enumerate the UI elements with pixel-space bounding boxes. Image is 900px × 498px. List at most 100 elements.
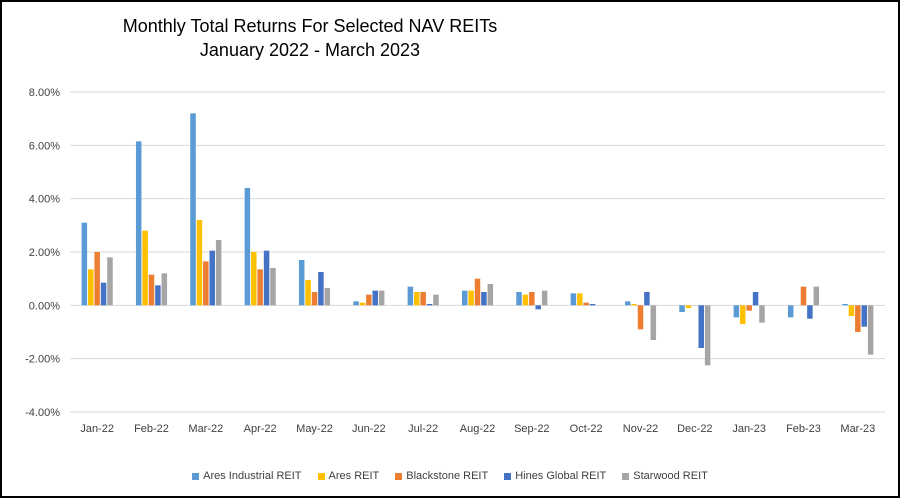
legend-swatch xyxy=(622,472,630,480)
bar-hines-global-reit-apr-22 xyxy=(263,250,270,306)
x-tick-label: Feb-22 xyxy=(134,423,169,435)
bar-hines-global-reit-may-22 xyxy=(318,272,324,306)
bar-ares-reit-jul-22 xyxy=(414,292,420,306)
bar-ares-reit-dec-22 xyxy=(685,305,692,308)
legend-label: Starwood REIT xyxy=(633,470,708,482)
x-tick-label: Dec-22 xyxy=(677,423,712,435)
bar-ares-industrial-reit-feb-22 xyxy=(135,141,142,306)
bar-ares-reit-feb-22 xyxy=(142,230,148,306)
bar-hines-global-reit-aug-22 xyxy=(481,292,487,306)
bar-starwood-reit-jan-22 xyxy=(107,257,113,306)
legend-item: Blackstone REIT xyxy=(395,470,488,482)
bar-starwood-reit-jul-22 xyxy=(433,294,439,306)
legend-item: Ares Industrial REIT xyxy=(192,470,302,482)
x-tick-label: Nov-22 xyxy=(623,423,658,435)
bar-ares-reit-mar-22 xyxy=(196,220,203,306)
legend-label: Blackstone REIT xyxy=(406,470,489,482)
bar-ares-industrial-reit-oct-22 xyxy=(570,293,577,306)
x-tick-label: Jan-22 xyxy=(80,423,114,435)
bar-ares-reit-may-22 xyxy=(305,280,311,306)
bar-ares-industrial-reit-dec-22 xyxy=(679,305,685,312)
bar-hines-global-reit-dec-22 xyxy=(698,305,704,348)
bar-hines-global-reit-oct-22 xyxy=(589,304,596,306)
bar-ares-reit-mar-23 xyxy=(848,305,855,316)
bar-blackstone-reit-jan-23 xyxy=(746,305,752,311)
y-tick-label: -4.00% xyxy=(25,407,60,419)
bar-starwood-reit-mar-22 xyxy=(215,240,222,306)
x-tick-label: Jul-22 xyxy=(408,423,438,435)
bar-starwood-reit-may-22 xyxy=(324,288,331,306)
x-tick-label: Jan-23 xyxy=(732,423,766,435)
bar-blackstone-reit-mar-22 xyxy=(203,261,209,306)
bar-starwood-reit-aug-22 xyxy=(487,284,494,306)
bar-blackstone-reit-may-22 xyxy=(311,292,318,306)
x-tick-label: Aug-22 xyxy=(460,423,495,435)
bar-ares-industrial-reit-jan-22 xyxy=(81,222,88,306)
bar-ares-industrial-reit-jul-22 xyxy=(407,286,414,306)
bar-ares-reit-apr-22 xyxy=(251,252,257,306)
y-tick-label: 8.00% xyxy=(29,87,60,99)
bar-starwood-reit-dec-22 xyxy=(704,305,711,366)
bar-hines-global-reit-feb-22 xyxy=(155,285,161,306)
bar-starwood-reit-mar-23 xyxy=(867,305,874,355)
x-tick-label: May-22 xyxy=(296,423,333,435)
bar-blackstone-reit-jan-22 xyxy=(94,252,100,306)
bar-ares-reit-jan-22 xyxy=(88,269,94,306)
x-tick-label: Mar-22 xyxy=(188,423,223,435)
legend-item: Hines Global REIT xyxy=(504,470,606,482)
bar-ares-industrial-reit-apr-22 xyxy=(244,188,251,306)
bar-ares-industrial-reit-jun-22 xyxy=(353,301,359,306)
x-tick-label: Oct-22 xyxy=(570,423,603,435)
bar-hines-global-reit-jun-22 xyxy=(372,290,378,306)
bar-blackstone-reit-aug-22 xyxy=(474,278,481,306)
legend-swatch xyxy=(395,472,403,480)
bar-starwood-reit-jan-23 xyxy=(759,305,765,323)
x-tick-label: Jun-22 xyxy=(352,423,386,435)
x-tick-label: Sep-22 xyxy=(514,423,549,435)
y-tick-label: 6.00% xyxy=(29,140,60,152)
legend-item: Ares REIT xyxy=(317,470,380,482)
bar-starwood-reit-feb-23 xyxy=(813,286,820,306)
bar-hines-global-reit-jan-23 xyxy=(752,292,759,306)
bar-hines-global-reit-jul-22 xyxy=(426,304,433,306)
bar-starwood-reit-nov-22 xyxy=(650,305,657,340)
bar-starwood-reit-apr-22 xyxy=(270,268,276,306)
title-line-2: January 2022 - March 2023 xyxy=(199,40,421,60)
bar-ares-industrial-reit-sep-22 xyxy=(516,292,522,306)
bar-blackstone-reit-oct-22 xyxy=(583,302,589,306)
bar-hines-global-reit-sep-22 xyxy=(535,305,541,310)
bar-blackstone-reit-jun-22 xyxy=(366,294,372,306)
legend-label: Ares REIT xyxy=(328,470,380,482)
title-line-1: Monthly Total Returns For Selected NAV R… xyxy=(122,16,498,36)
chart-title: Monthly Total Returns For Selected NAV R… xyxy=(0,14,620,62)
bar-ares-reit-jan-23 xyxy=(740,305,746,324)
bar-blackstone-reit-apr-22 xyxy=(257,269,263,306)
bar-blackstone-reit-nov-22 xyxy=(637,305,644,330)
legend-swatch xyxy=(192,472,200,480)
bar-hines-global-reit-jan-22 xyxy=(100,282,107,306)
legend-swatch xyxy=(504,472,512,480)
bar-ares-reit-jun-22 xyxy=(359,302,366,306)
y-tick-label: 0.00% xyxy=(29,300,60,312)
bar-blackstone-reit-feb-22 xyxy=(148,274,155,306)
chart-legend: Ares Industrial REIT Ares REIT Blackstone … xyxy=(0,470,900,482)
bar-blackstone-reit-jul-22 xyxy=(420,292,426,306)
bar-ares-industrial-reit-nov-22 xyxy=(624,301,631,306)
bar-starwood-reit-jun-22 xyxy=(378,290,385,306)
x-tick-label: Mar-23 xyxy=(840,423,875,435)
bar-ares-reit-nov-22 xyxy=(631,304,637,306)
bar-ares-industrial-reit-mar-23 xyxy=(842,304,848,306)
legend-label: Ares Industrial REIT xyxy=(203,470,302,482)
bar-hines-global-reit-nov-22 xyxy=(644,292,650,306)
y-tick-label: 2.00% xyxy=(29,247,60,259)
bar-blackstone-reit-sep-22 xyxy=(529,292,535,306)
x-tick-label: Feb-23 xyxy=(786,423,821,435)
legend-swatch xyxy=(317,472,325,480)
bar-hines-global-reit-mar-23 xyxy=(861,305,867,327)
bar-ares-industrial-reit-jan-23 xyxy=(733,305,740,318)
y-tick-label: 4.00% xyxy=(29,194,60,206)
legend-item: Starwood REIT xyxy=(622,470,708,482)
bar-ares-industrial-reit-aug-22 xyxy=(461,290,468,306)
